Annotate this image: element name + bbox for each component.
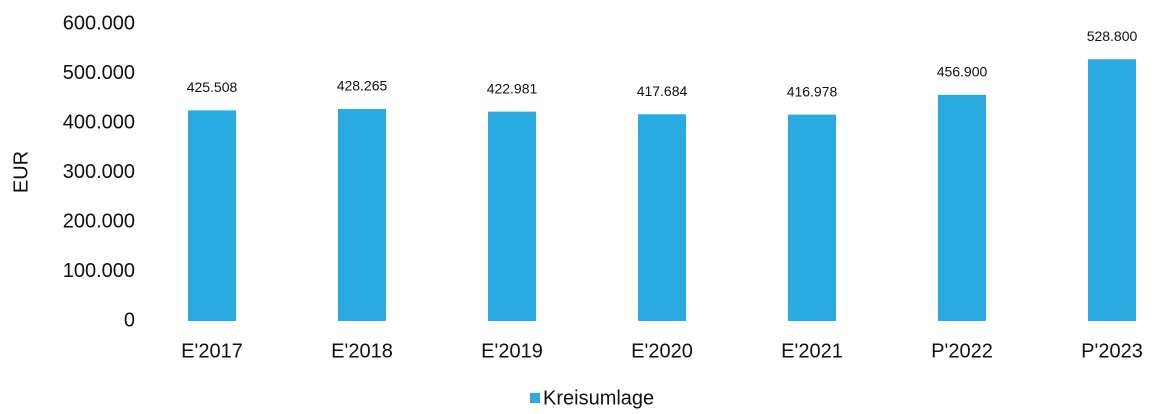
y-tick-label: 500.000 — [63, 62, 135, 84]
y-tick-label: 400.000 — [63, 111, 135, 133]
y-tick-label: 200.000 — [63, 210, 135, 232]
y-tick-label: 300.000 — [63, 161, 135, 183]
y-axis-label: EUR — [10, 151, 32, 193]
x-tick-label: E'2018 — [331, 340, 393, 362]
x-tick-label: E'2017 — [181, 340, 243, 362]
legend-swatch — [530, 393, 540, 403]
y-tick-label: 600.000 — [63, 12, 135, 34]
data-label: 416.978 — [787, 83, 838, 99]
data-label: 417.684 — [637, 83, 688, 99]
data-label: 425.508 — [187, 79, 238, 95]
x-tick-label: P'2023 — [1081, 340, 1143, 362]
data-label: 422.981 — [487, 80, 538, 96]
bar — [188, 110, 236, 322]
x-tick-label: E'2021 — [781, 340, 843, 362]
bar — [1088, 59, 1136, 322]
data-label: 428.265 — [337, 78, 388, 94]
bar — [638, 114, 686, 321]
x-tick-label: P'2022 — [931, 340, 993, 362]
bar — [488, 111, 536, 321]
x-tick-label: E'2019 — [481, 340, 543, 362]
bar — [938, 94, 986, 321]
data-label: 528.800 — [1087, 28, 1138, 44]
data-label: 456.900 — [937, 64, 988, 80]
bar — [788, 114, 836, 321]
bar — [338, 109, 386, 322]
legend-label: Kreisumlage — [543, 387, 654, 409]
y-tick-label: 100.000 — [63, 260, 135, 282]
x-tick-label: E'2020 — [631, 340, 693, 362]
y-tick-label: 0 — [124, 309, 135, 331]
